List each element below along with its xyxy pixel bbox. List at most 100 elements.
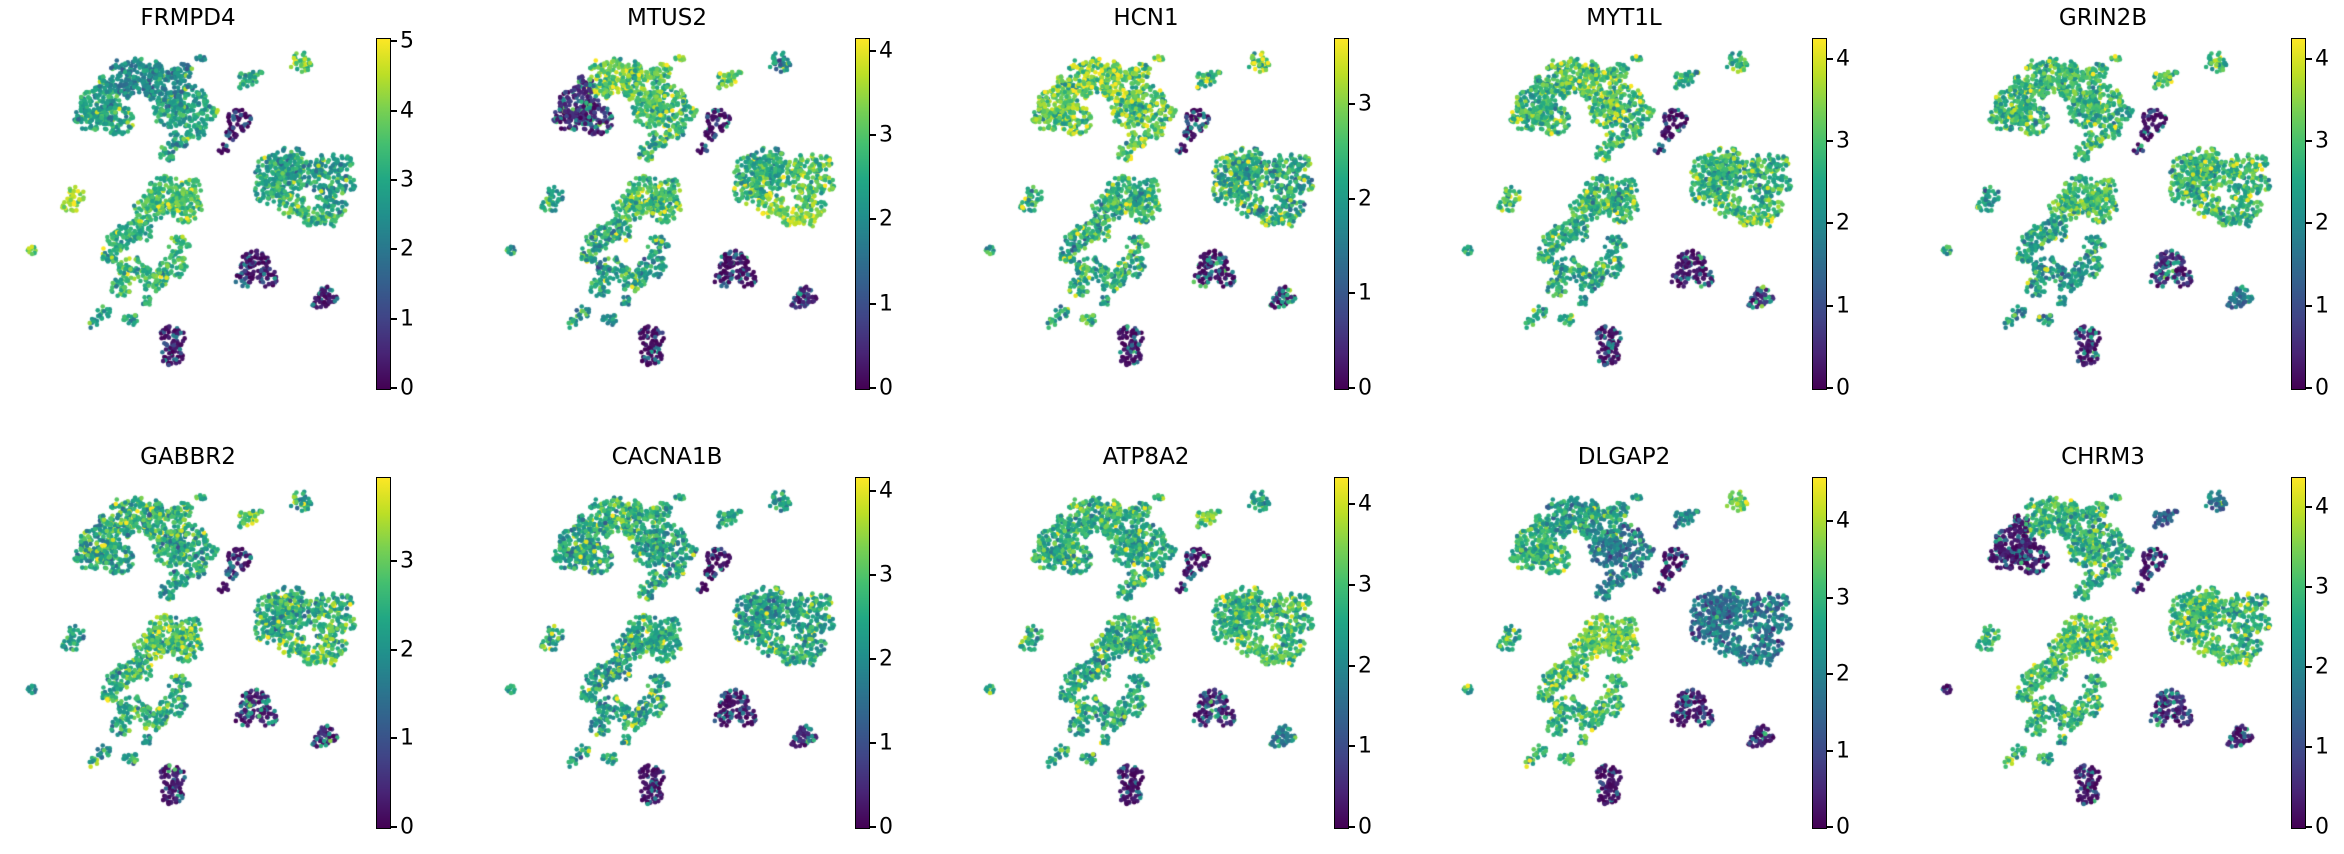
umap-panel-ATP8A2: ATP8A2 0 1 2 3 4 xyxy=(938,427,1407,854)
umap-scatter-GABBR2 xyxy=(8,477,368,827)
colorbar-tick-GRIN2B-2 xyxy=(2306,222,2312,225)
colorbar-GABBR2 xyxy=(376,477,391,829)
umap-panel-DLGAP2: DLGAP2 0 1 2 3 4 xyxy=(1406,427,1875,854)
colorbar-tick-label-GRIN2B-2: 2 xyxy=(2315,210,2329,236)
colorbar-tick-HCN1-2 xyxy=(1349,197,1355,200)
umap-panel-CACNA1B: CACNA1B 0 1 2 3 4 xyxy=(469,427,938,854)
colorbar-tick-label-ATP8A2-4: 4 xyxy=(1358,491,1372,517)
colorbar-tick-label-CHRM3-3: 3 xyxy=(2315,574,2329,600)
umap-scatter-GRIN2B xyxy=(1923,38,2283,388)
colorbar-tick-label-MTUS2-0: 0 xyxy=(879,375,893,401)
colorbar-tick-MTUS2-3 xyxy=(870,133,876,136)
colorbar-tick-FRMPD4-2 xyxy=(391,248,397,251)
colorbar-tick-label-CACNA1B-0: 0 xyxy=(879,814,893,840)
colorbar-tick-label-HCN1-3: 3 xyxy=(1358,91,1372,117)
colorbar-tick-GABBR2-2 xyxy=(391,648,397,651)
colorbar-tick-label-MTUS2-1: 1 xyxy=(879,291,893,317)
colorbar-tick-FRMPD4-1 xyxy=(391,317,397,320)
colorbar-tick-label-CHRM3-1: 1 xyxy=(2315,734,2329,760)
colorbar-tick-GABBR2-0 xyxy=(391,826,397,828)
colorbar-tick-DLGAP2-1 xyxy=(1827,749,1833,752)
colorbar-tick-label-GRIN2B-3: 3 xyxy=(2315,128,2329,154)
colorbar-tick-GABBR2-1 xyxy=(391,737,397,740)
colorbar-tick-CHRM3-0 xyxy=(2306,826,2312,828)
colorbar-tick-label-FRMPD4-0: 0 xyxy=(400,375,414,401)
panel-title-CHRM3: CHRM3 xyxy=(2061,444,2145,470)
colorbar-tick-DLGAP2-2 xyxy=(1827,673,1833,676)
colorbar-tick-CHRM3-4 xyxy=(2306,506,2312,509)
umap-scatter-FRMPD4 xyxy=(8,38,368,388)
colorbar-tick-MYT1L-2 xyxy=(1827,222,1833,225)
panel-title-HCN1: HCN1 xyxy=(1113,5,1179,31)
colorbar-tick-label-ATP8A2-0: 0 xyxy=(1358,814,1372,840)
colorbar-tick-label-MYT1L-3: 3 xyxy=(1836,128,1850,154)
colorbar-tick-DLGAP2-0 xyxy=(1827,826,1833,828)
umap-scatter-DLGAP2 xyxy=(1444,477,1804,827)
colorbar-tick-GRIN2B-1 xyxy=(2306,304,2312,307)
colorbar-tick-HCN1-3 xyxy=(1349,103,1355,106)
colorbar-ATP8A2 xyxy=(1334,477,1349,829)
colorbar-tick-DLGAP2-3 xyxy=(1827,596,1833,599)
colorbar-tick-MTUS2-4 xyxy=(870,49,876,52)
colorbar-tick-label-HCN1-2: 2 xyxy=(1358,186,1372,212)
colorbar-tick-label-ATP8A2-3: 3 xyxy=(1358,572,1372,598)
colorbar-tick-label-GABBR2-3: 3 xyxy=(400,548,414,574)
umap-panel-GABBR2: GABBR2 0 1 2 3 xyxy=(0,427,469,854)
colorbar-tick-label-CACNA1B-4: 4 xyxy=(879,478,893,504)
umap-scatter-CACNA1B xyxy=(487,477,847,827)
colorbar-tick-label-HCN1-0: 0 xyxy=(1358,375,1372,401)
umap-scatter-HCN1 xyxy=(966,38,1326,388)
panel-title-GABBR2: GABBR2 xyxy=(140,444,236,470)
umap-panel-GRIN2B: GRIN2B 0 1 2 3 4 xyxy=(1875,0,2344,427)
colorbar-tick-label-MTUS2-2: 2 xyxy=(879,206,893,232)
colorbar-tick-label-CACNA1B-3: 3 xyxy=(879,562,893,588)
colorbar-CHRM3 xyxy=(2291,477,2306,829)
colorbar-tick-GRIN2B-3 xyxy=(2306,139,2312,142)
colorbar-tick-HCN1-0 xyxy=(1349,387,1355,389)
colorbar-tick-FRMPD4-4 xyxy=(391,109,397,112)
colorbar-tick-ATP8A2-0 xyxy=(1349,826,1355,828)
colorbar-tick-DLGAP2-4 xyxy=(1827,520,1833,523)
umap-panel-HCN1: HCN1 0 1 2 3 xyxy=(938,0,1407,427)
colorbar-tick-GRIN2B-4 xyxy=(2306,57,2312,60)
colorbar-tick-ATP8A2-2 xyxy=(1349,664,1355,667)
colorbar-tick-CACNA1B-4 xyxy=(870,490,876,493)
colorbar-tick-label-CHRM3-4: 4 xyxy=(2315,494,2329,520)
colorbar-tick-MYT1L-4 xyxy=(1827,57,1833,60)
colorbar-tick-label-ATP8A2-2: 2 xyxy=(1358,653,1372,679)
panel-title-DLGAP2: DLGAP2 xyxy=(1577,444,1671,470)
colorbar-tick-label-MYT1L-0: 0 xyxy=(1836,375,1850,401)
colorbar-tick-MTUS2-0 xyxy=(870,387,876,389)
umap-panel-MYT1L: MYT1L 0 1 2 3 4 xyxy=(1406,0,1875,427)
colorbar-tick-label-DLGAP2-0: 0 xyxy=(1836,814,1850,840)
colorbar-tick-label-MTUS2-4: 4 xyxy=(879,38,893,64)
colorbar-tick-label-DLGAP2-1: 1 xyxy=(1836,738,1850,764)
umap-panel-FRMPD4: FRMPD4 0 1 2 3 4 5 xyxy=(0,0,469,427)
colorbar-tick-label-GABBR2-1: 1 xyxy=(400,725,414,751)
colorbar-tick-label-CHRM3-0: 0 xyxy=(2315,814,2329,840)
colorbar-tick-MTUS2-1 xyxy=(870,302,876,305)
colorbar-tick-label-ATP8A2-1: 1 xyxy=(1358,733,1372,759)
umap-panel-CHRM3: CHRM3 0 1 2 3 4 xyxy=(1875,427,2344,854)
colorbar-tick-CHRM3-2 xyxy=(2306,666,2312,669)
colorbar-tick-MTUS2-2 xyxy=(870,218,876,221)
colorbar-tick-FRMPD4-5 xyxy=(391,40,397,43)
colorbar-DLGAP2 xyxy=(1812,477,1827,829)
colorbar-tick-label-GRIN2B-0: 0 xyxy=(2315,375,2329,401)
colorbar-tick-label-HCN1-1: 1 xyxy=(1358,280,1372,306)
colorbar-MTUS2 xyxy=(855,38,870,390)
colorbar-tick-label-GABBR2-0: 0 xyxy=(400,814,414,840)
umap-scatter-CHRM3 xyxy=(1923,477,2283,827)
colorbar-tick-ATP8A2-3 xyxy=(1349,584,1355,587)
panel-title-GRIN2B: GRIN2B xyxy=(2058,5,2148,31)
umap-scatter-MTUS2 xyxy=(487,38,847,388)
umap-scatter-MYT1L xyxy=(1444,38,1804,388)
panel-title-FRMPD4: FRMPD4 xyxy=(140,5,236,31)
colorbar-HCN1 xyxy=(1334,38,1349,390)
colorbar-tick-label-FRMPD4-3: 3 xyxy=(400,167,414,193)
colorbar-tick-GABBR2-3 xyxy=(391,560,397,563)
colorbar-tick-CACNA1B-1 xyxy=(870,742,876,745)
colorbar-tick-label-CACNA1B-2: 2 xyxy=(879,646,893,672)
colorbar-tick-label-GRIN2B-1: 1 xyxy=(2315,293,2329,319)
panel-title-MYT1L: MYT1L xyxy=(1586,5,1662,31)
